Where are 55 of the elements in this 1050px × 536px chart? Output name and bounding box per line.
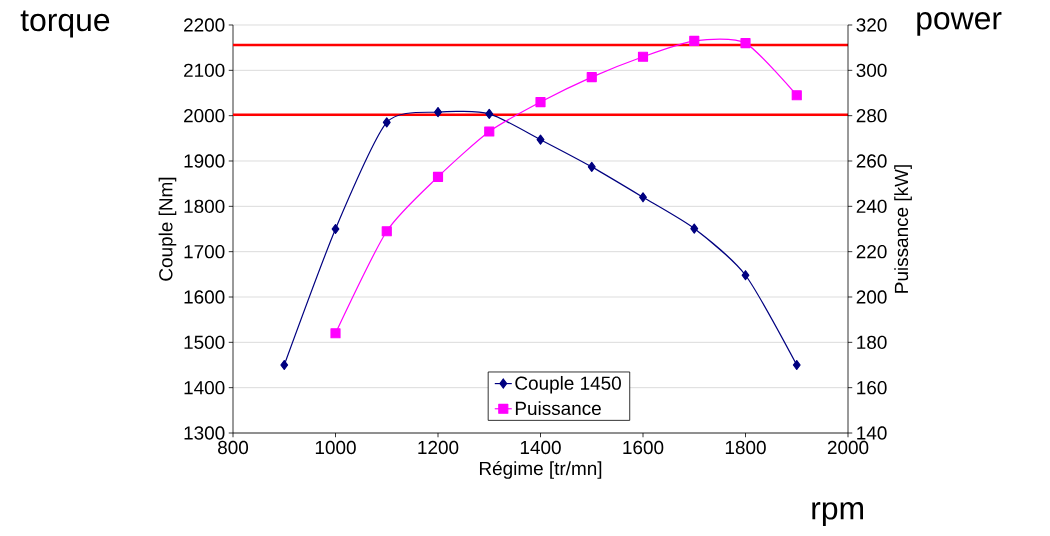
point: [741, 270, 750, 281]
point: [791, 90, 802, 101]
y-tick-label: 2100: [184, 63, 225, 78]
legend-label: Couple 1450: [515, 375, 621, 394]
y2-axis-title: Puissance [kW]: [894, 165, 912, 293]
y2-tick-label: 320: [856, 18, 887, 32]
point: [381, 226, 392, 237]
x-tick-label: 1400: [520, 440, 561, 455]
y2-tick-label: 260: [856, 154, 887, 168]
point: [536, 134, 545, 145]
x-axis-title: Régime [tr/mn]: [479, 461, 602, 479]
x-tick-label: 1000: [315, 440, 356, 455]
point: [792, 359, 801, 371]
x-tick-label: 800: [218, 440, 249, 455]
y-tick-label: 1500: [184, 335, 225, 350]
point: [485, 108, 494, 119]
x-tick-label: 2000: [827, 440, 869, 455]
x-tick-label: 1600: [623, 440, 664, 455]
y-tick-label: 1700: [184, 244, 225, 259]
point: [637, 51, 649, 62]
point: [535, 96, 546, 108]
point: [330, 328, 341, 339]
y2-tick-label: 280: [856, 108, 887, 123]
point: [382, 117, 391, 128]
y-tick-label: 1300: [184, 426, 225, 440]
point: [280, 359, 289, 371]
legend-label: Puissance: [515, 401, 601, 416]
point: [689, 35, 700, 46]
point: [432, 171, 444, 182]
y2-tick-label: 300: [856, 63, 887, 78]
y-tick-label: 1900: [184, 154, 225, 168]
point: [587, 161, 596, 172]
y2-tick-label: 140: [857, 426, 887, 440]
y-tick-label: 1600: [184, 290, 225, 304]
y2-tick-label: 200: [856, 290, 887, 304]
point: [484, 126, 495, 137]
point: [740, 38, 751, 49]
y-tick-label: 2200: [184, 18, 225, 32]
point: [690, 223, 699, 234]
y2-tick-label: 180: [857, 335, 887, 350]
text: power: [917, 12, 1002, 36]
point: [586, 72, 597, 83]
text: rpm: [812, 502, 863, 526]
y2-tick-label: 220: [856, 244, 887, 259]
x-tick-label: 1800: [725, 440, 766, 455]
y2-tick-label: 160: [857, 380, 887, 395]
text: torque: [20, 10, 110, 38]
point: [639, 192, 647, 203]
y-axis-title: Couple [Nm]: [158, 177, 177, 281]
y2-tick-label: 240: [856, 199, 887, 214]
y-tick-label: 1800: [184, 199, 225, 214]
point: [331, 223, 340, 235]
y-tick-label: 2000: [184, 108, 225, 123]
x-tick-label: 1200: [418, 440, 459, 455]
y-tick-label: 1400: [184, 380, 225, 395]
